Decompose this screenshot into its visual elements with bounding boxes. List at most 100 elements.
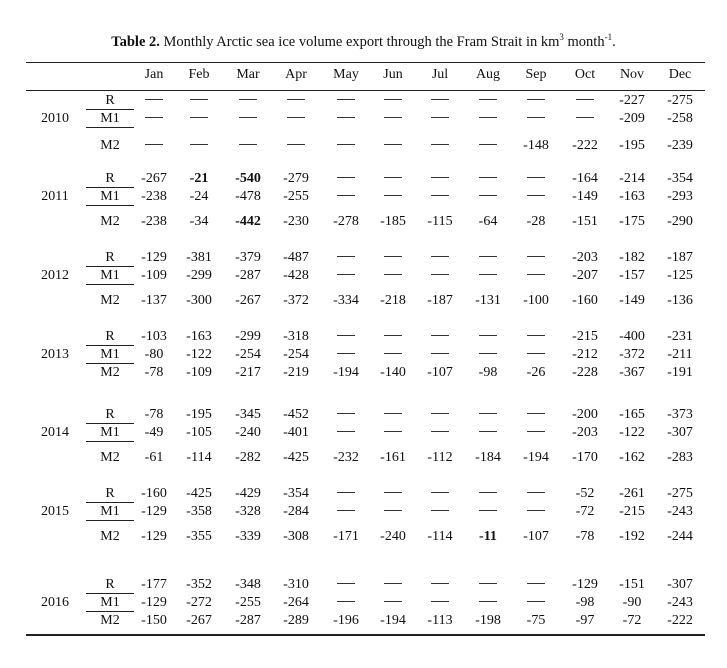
value-cell: -122 [619,425,645,440]
month-header: May [333,67,359,82]
month-header: Apr [285,67,307,82]
dash-mark [527,177,545,179]
value-cell: -275 [667,486,693,501]
dash-mark [527,256,545,258]
year-label: 2014 [41,425,69,440]
value-cell: -140 [380,365,406,380]
value-cell: -352 [186,577,212,592]
dash-mark [431,144,449,146]
dash-mark [337,353,355,355]
dash-mark [337,274,355,276]
dash-mark [337,144,355,146]
row-label: M2 [100,214,120,229]
value-cell: -400 [619,329,645,344]
value-cell: -107 [523,529,549,544]
value-cell: -26 [526,365,546,380]
empty-dash [462,249,514,267]
value-cell: -289 [283,613,309,628]
value-cell: -100 [523,293,549,308]
value-cell: -182 [619,250,645,265]
dash-mark [287,144,305,146]
dash-mark [479,256,497,258]
dash-mark [337,583,355,585]
bottom-rule [26,634,705,636]
empty-dash [462,406,514,424]
value-cell: -307 [667,425,693,440]
empty-dash [462,485,514,503]
value-cell: -72 [622,613,642,628]
empty-dash [222,92,274,110]
value-cell: -348 [235,577,261,592]
empty-dash [510,170,562,188]
header-rule [26,90,705,91]
dash-mark [384,492,402,494]
caption-end: . [612,34,616,50]
dash-mark [337,117,355,119]
value-cell: -114 [427,529,453,544]
value-cell: -367 [619,365,645,380]
value-cell: -272 [186,595,212,610]
row-label: R [105,486,115,501]
empty-dash [367,485,419,503]
value-cell: -239 [667,138,693,153]
empty-dash [367,170,419,188]
value-cell: -279 [283,171,309,186]
value-cell: -354 [283,486,309,501]
empty-dash [462,267,514,285]
empty-dash [367,346,419,364]
value-cell: -125 [667,268,693,283]
dash-mark [431,601,449,603]
caption-exp2: -1 [604,32,613,42]
dash-mark [431,274,449,276]
dash-mark [384,256,402,258]
empty-dash [462,92,514,110]
row-label: M1 [100,347,120,362]
value-cell: -24 [189,189,209,204]
month-header-row: Jan Feb Mar Apr May Jun Jul Aug Sep Oct Nov Dec [0,66,727,86]
dash-mark [384,510,402,512]
value-cell: -243 [667,595,693,610]
value-cell: -487 [283,250,309,265]
value-cell: -211 [667,347,693,362]
empty-dash [510,188,562,206]
empty-dash [462,110,514,128]
empty-dash [173,137,225,155]
empty-dash [367,137,419,155]
dash-mark [527,274,545,276]
dash-mark [527,353,545,355]
value-cell: -203 [572,425,598,440]
empty-dash [510,503,562,521]
month-header: Dec [668,67,692,82]
empty-dash [414,576,466,594]
empty-dash [320,267,372,285]
value-cell: -284 [283,504,309,519]
value-cell: -290 [667,214,693,229]
row-label: R [105,250,115,265]
row-label-underline [86,520,134,521]
value-cell: -283 [667,450,693,465]
value-cell: -275 [667,93,693,108]
value-cell: -164 [572,171,598,186]
row-label: R [105,93,115,108]
empty-dash [414,137,466,155]
empty-dash [367,594,419,612]
value-cell: -425 [283,450,309,465]
dash-mark [479,195,497,197]
empty-dash [320,110,372,128]
value-cell: -107 [427,365,453,380]
value-cell: -334 [333,293,359,308]
value-cell: -215 [619,504,645,519]
caption-label: Table 2. [111,34,160,50]
empty-dash [320,328,372,346]
empty-dash [320,424,372,442]
empty-dash [367,249,419,267]
year-label: 2015 [41,504,69,519]
value-cell: -293 [667,189,693,204]
empty-dash [270,137,322,155]
value-cell: -299 [235,329,261,344]
row-label-underline [86,345,134,346]
empty-dash [510,328,562,346]
value-cell: -78 [144,407,164,422]
empty-dash [414,267,466,285]
empty-dash [270,92,322,110]
